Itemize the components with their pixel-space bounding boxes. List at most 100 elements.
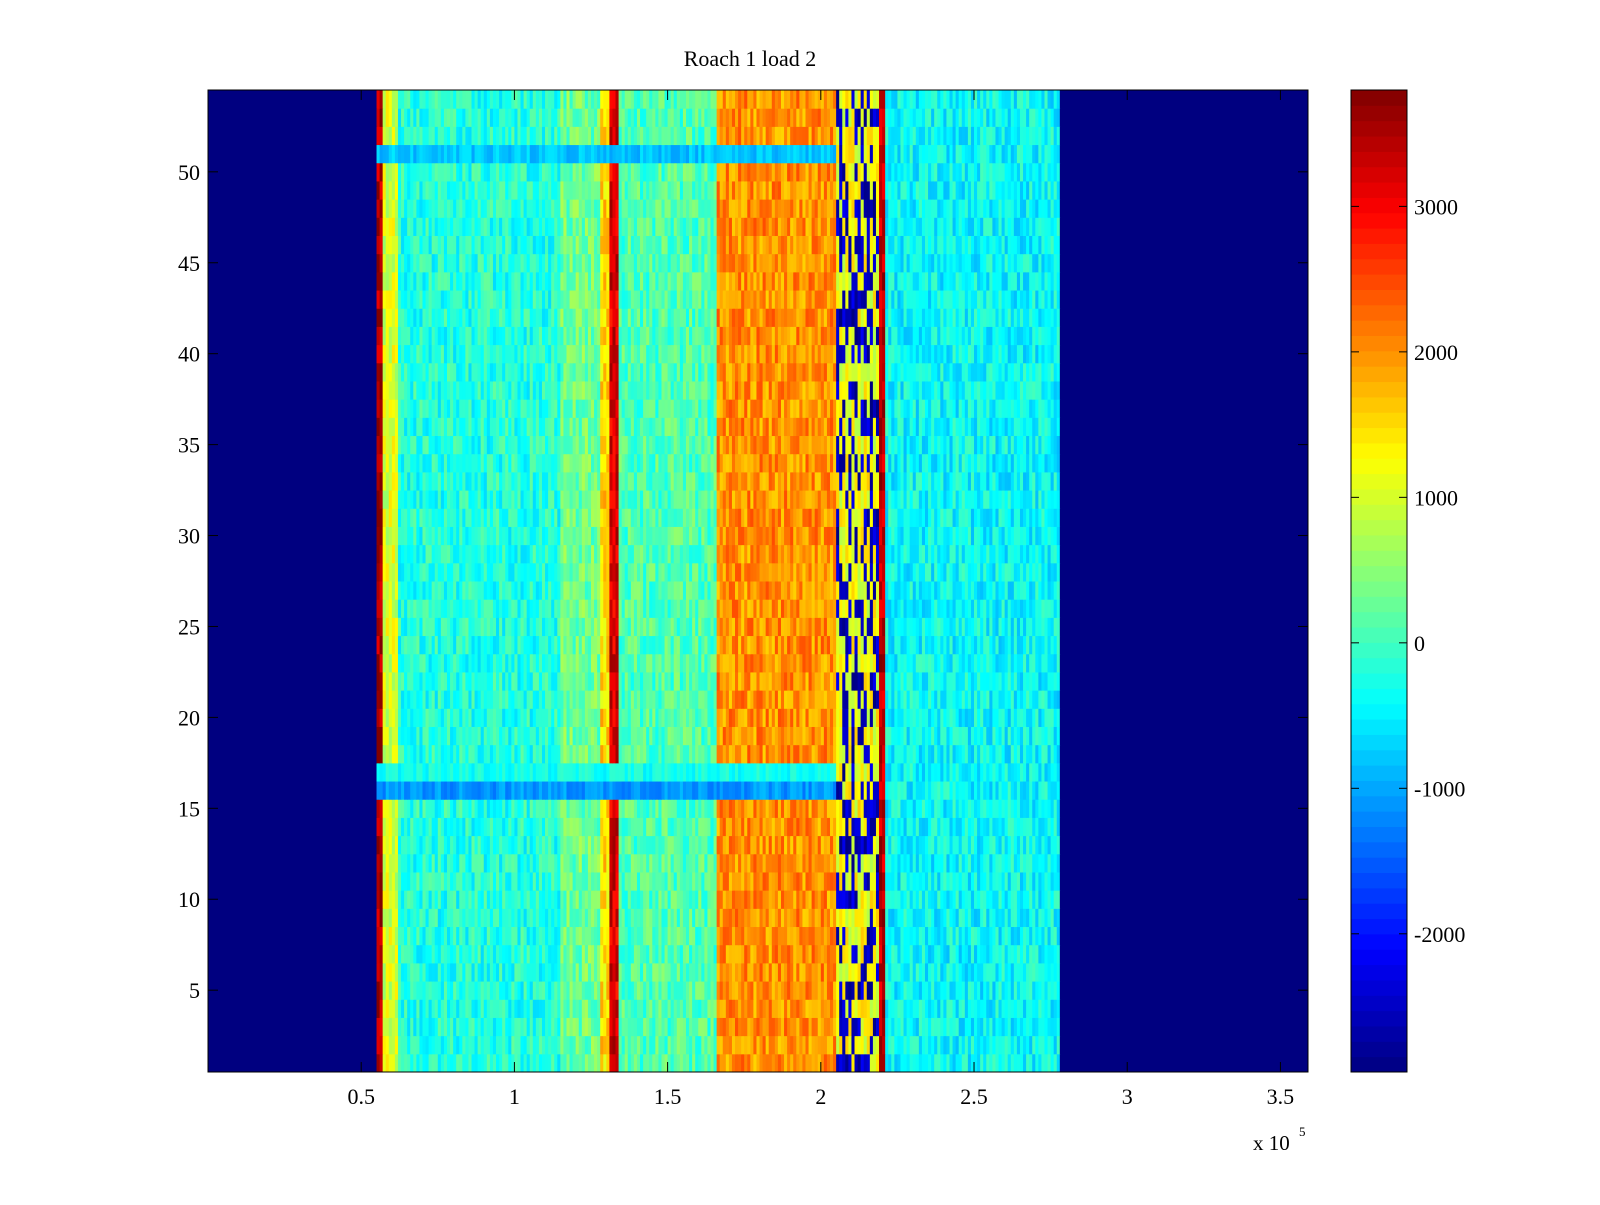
heatmap-cell: [419, 799, 423, 818]
heatmap-cell: [952, 999, 957, 1018]
heatmap-cell: [477, 781, 482, 800]
heatmap-cell: [765, 1035, 770, 1055]
heatmap-cell: [1041, 871, 1045, 891]
heatmap-cell: [768, 1035, 773, 1055]
heatmap-cell: [753, 944, 757, 964]
heatmap-cell: [575, 926, 580, 946]
heatmap-cell: [891, 1053, 895, 1073]
heatmap-cell: [667, 690, 672, 709]
heatmap-cell: [924, 835, 929, 855]
heatmap-cell: [716, 1035, 721, 1055]
heatmap-cell: [698, 981, 702, 1000]
heatmap-cell: [854, 981, 859, 1000]
heatmap-cell: [413, 744, 417, 764]
heatmap-cell: [1019, 744, 1024, 764]
heatmap-cell: [401, 781, 405, 800]
heatmap-cell: [462, 762, 466, 782]
heatmap-cell: [1004, 781, 1009, 800]
heatmap-cell: [679, 944, 684, 964]
heatmap-cell: [796, 1017, 800, 1037]
heatmap-cell: [492, 690, 497, 709]
heatmap-cell: [450, 926, 454, 946]
heatmap-cell: [474, 1035, 479, 1055]
heatmap-cell: [1047, 817, 1052, 837]
heatmap-cell: [823, 890, 828, 909]
heatmap-cell: [1010, 1017, 1015, 1037]
heatmap-cell: [594, 853, 598, 873]
heatmap-cell: [1032, 690, 1036, 709]
heatmap-cell: [535, 871, 540, 891]
heatmap-cell: [646, 1017, 650, 1037]
heatmap-cell: [970, 1017, 975, 1037]
heatmap-cell: [955, 1017, 960, 1037]
heatmap-cell: [710, 835, 715, 855]
heatmap-cell: [698, 962, 702, 982]
heatmap-cell: [416, 890, 420, 909]
heatmap-cell: [1032, 835, 1036, 855]
heatmap-cell: [682, 944, 687, 964]
heatmap-cell: [505, 690, 509, 709]
heatmap-cell: [1059, 981, 1309, 1000]
heatmap-cell: [437, 926, 442, 946]
heatmap-cell: [860, 726, 865, 746]
heatmap-cell: [538, 871, 543, 891]
heatmap-cell: [738, 708, 742, 727]
heatmap-cell: [707, 744, 712, 764]
heatmap-cell: [1004, 817, 1009, 837]
heatmap-cell: [946, 744, 951, 764]
heatmap-cell: [756, 853, 761, 873]
heatmap-cell: [701, 890, 705, 909]
heatmap-cell: [667, 781, 672, 800]
heatmap-cell: [756, 1053, 761, 1073]
heatmap-cell: [545, 726, 549, 746]
heatmap-cell: [790, 726, 794, 746]
heatmap-cell: [955, 1035, 960, 1055]
heatmap-cell: [719, 708, 724, 727]
heatmap-cell: [980, 708, 984, 727]
heatmap-cell: [554, 1017, 558, 1037]
heatmap-cell: [1035, 690, 1039, 709]
heatmap-cell: [446, 962, 451, 982]
heatmap-cell: [673, 890, 678, 909]
heatmap-cell: [940, 962, 944, 982]
heatmap-cell: [872, 1053, 877, 1073]
heatmap-cell: [1010, 1053, 1015, 1073]
heatmap-cell: [532, 762, 537, 782]
heatmap-cell: [627, 908, 632, 928]
heatmap-cell: [670, 708, 675, 727]
heatmap-cell: [446, 835, 451, 855]
heatmap-cell: [1041, 981, 1045, 1000]
heatmap-cell: [1056, 853, 1061, 873]
heatmap-cell: [695, 1035, 699, 1055]
heatmap-cell: [545, 762, 549, 782]
heatmap-cell: [1047, 762, 1052, 782]
heatmap-cell: [594, 962, 598, 982]
heatmap-cell: [805, 908, 810, 928]
heatmap-cell: [652, 762, 656, 782]
heatmap-cell: [826, 1017, 831, 1037]
heatmap-cell: [676, 999, 681, 1018]
heatmap-cell: [934, 890, 938, 909]
heatmap-cell: [719, 944, 724, 964]
heatmap-cell: [799, 890, 803, 909]
heatmap-cell: [839, 762, 843, 782]
heatmap-cell: [557, 744, 561, 764]
heatmap-cell: [591, 690, 595, 709]
heatmap-cell: [931, 999, 935, 1018]
heatmap-cell: [820, 871, 825, 891]
heatmap-cell: [538, 999, 543, 1018]
heatmap-cell: [830, 999, 834, 1018]
heatmap-cell: [842, 981, 846, 1000]
heatmap-cell: [541, 726, 546, 746]
heatmap-cell: [774, 962, 779, 982]
heatmap-cell: [591, 835, 595, 855]
heatmap-cell: [532, 1053, 537, 1073]
heatmap-cell: [897, 708, 901, 727]
heatmap-cell: [520, 708, 525, 727]
heatmap-cell: [1047, 1017, 1052, 1037]
heatmap-cell: [382, 962, 387, 982]
heatmap-cell: [385, 908, 390, 928]
heatmap-cell: [431, 726, 436, 746]
heatmap-cell: [857, 781, 862, 800]
heatmap-cell: [446, 853, 451, 873]
